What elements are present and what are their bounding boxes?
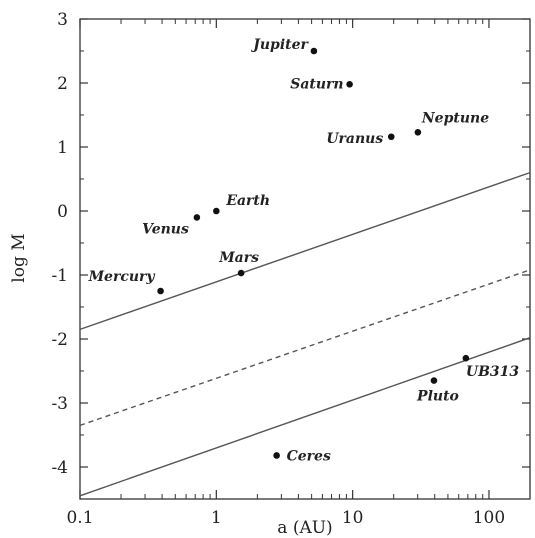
trend-line-solid-3 (79, 337, 531, 497)
label-earth: Earth (225, 193, 270, 209)
point-jupiter (310, 47, 318, 55)
y-tick-label: -4 (51, 458, 68, 478)
point-earth (213, 207, 220, 215)
point-uranus (387, 133, 395, 141)
label-saturn: Saturn (290, 76, 343, 92)
x-tick-label: 10 (342, 508, 364, 528)
y-tick-label: 2 (57, 74, 68, 94)
point-ceres (273, 452, 280, 459)
label-uranus: Uranus (326, 131, 383, 147)
point-saturn (346, 80, 353, 88)
label-ceres: Ceres (287, 448, 331, 464)
y-tick-label: -1 (51, 266, 68, 286)
trend-lines (79, 171, 531, 497)
point-neptune (414, 128, 422, 136)
label-mars: Mars (218, 250, 259, 266)
point-ub313 (462, 354, 470, 362)
point-mercury (157, 287, 164, 295)
point-mars (237, 269, 245, 277)
label-mercury: Mercury (88, 269, 156, 285)
point-venus (193, 214, 201, 221)
y-tick-label: 3 (57, 10, 68, 30)
x-tick-label: 1 (211, 508, 222, 528)
data-points: Mercury Venus Earth Mars Jupiter Saturn Uranus… (88, 37, 520, 464)
y-tick-label: 1 (57, 138, 68, 158)
trend-line-dashed-2 (79, 269, 531, 427)
x-axis-title: a (AU) (277, 518, 332, 538)
label-neptune: Neptune (421, 110, 489, 126)
x-tick-label: 0.1 (66, 508, 93, 528)
label-ub313: UB313 (466, 364, 520, 380)
y-tick-label: 0 (57, 202, 68, 222)
y-tick-label: -2 (51, 330, 68, 350)
label-venus: Venus (142, 221, 189, 237)
point-pluto (430, 377, 438, 384)
y-tick-label: -3 (51, 394, 68, 414)
label-pluto: Pluto (416, 389, 459, 405)
plot-area-frame (79, 18, 531, 500)
trend-line-solid-1 (79, 171, 531, 331)
x-tick-label: 100 (473, 508, 505, 528)
label-jupiter: Jupiter (250, 37, 309, 53)
y-axis-title: log M (9, 233, 29, 282)
